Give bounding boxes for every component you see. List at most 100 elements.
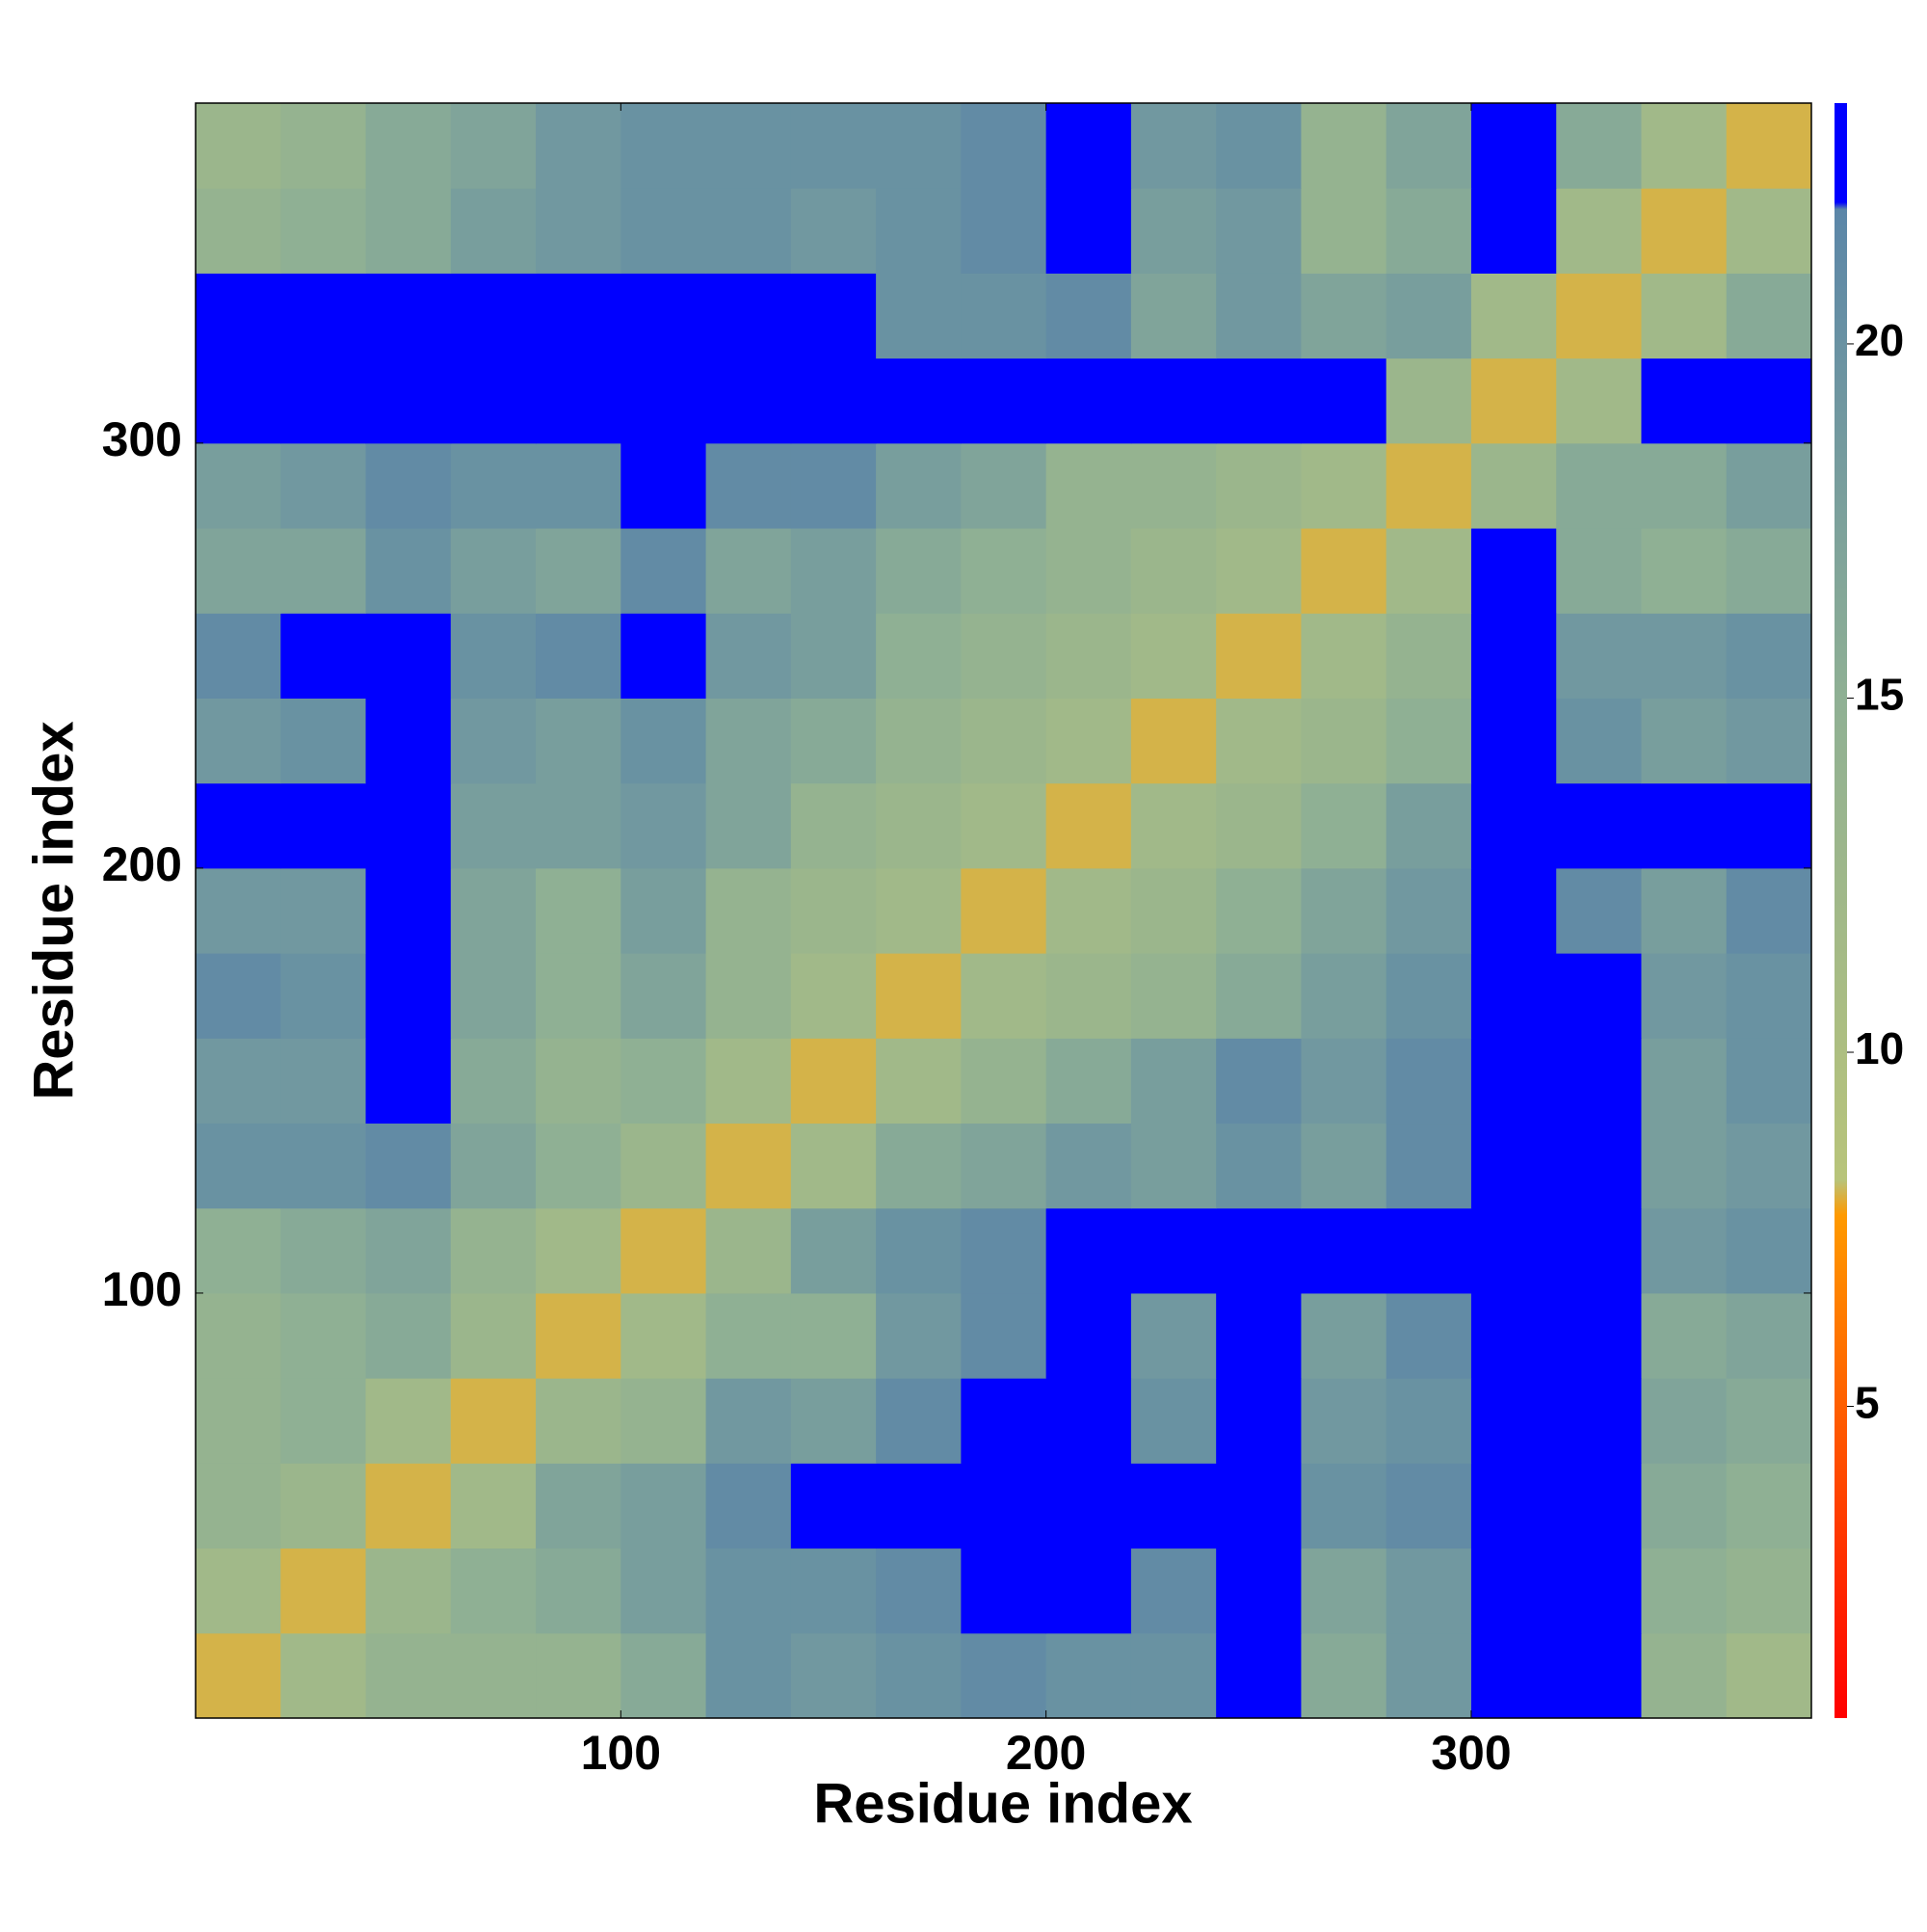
heatmap-cell [1470, 442, 1557, 529]
heatmap-cell [1301, 1378, 1387, 1464]
heatmap-cell [1726, 103, 1812, 189]
heatmap-cell [1301, 442, 1387, 529]
heatmap-cell [705, 442, 792, 529]
heatmap-cell [1386, 613, 1472, 699]
heatmap-cell [1726, 698, 1812, 784]
heatmap-cell [1556, 1123, 1642, 1209]
heatmap-cell [1556, 1632, 1642, 1719]
heatmap-cell [790, 953, 877, 1039]
heatmap-cell [1726, 1292, 1812, 1379]
heatmap-cell [790, 442, 877, 529]
heatmap-cell [876, 1207, 962, 1294]
heatmap-cell [790, 1207, 877, 1294]
y-tick-label: 200 [102, 837, 182, 891]
heatmap-cell [1470, 273, 1557, 359]
heatmap-cell [1301, 1207, 1387, 1294]
heatmap-cell [1130, 273, 1217, 359]
heatmap-cell [196, 698, 281, 784]
heatmap-cell [450, 1463, 537, 1549]
heatmap-cell [280, 613, 367, 699]
heatmap-cell [450, 1548, 537, 1634]
heatmap-cell [1301, 1292, 1387, 1379]
heatmap-cell [790, 1292, 877, 1379]
heatmap-cell [705, 1632, 792, 1719]
heatmap-cell [1045, 188, 1132, 274]
heatmap-cell [1301, 1463, 1387, 1549]
heatmap-cell [1556, 1378, 1642, 1464]
heatmap-cell [876, 1378, 962, 1464]
heatmap-cell [1045, 1292, 1132, 1379]
heatmap-cell [365, 782, 452, 869]
heatmap-cell [196, 1038, 281, 1125]
heatmap-cell [1216, 782, 1302, 869]
heatmap-cell [1130, 188, 1217, 274]
heatmap-cell [1301, 357, 1387, 444]
heatmap-cell [196, 867, 281, 954]
heatmap-cell [280, 1207, 367, 1294]
heatmap-cell [1470, 1292, 1557, 1379]
heatmap-cell [1130, 1207, 1217, 1294]
x-tick-label: 200 [1006, 1726, 1086, 1780]
heatmap-cell [280, 442, 367, 529]
heatmap-cell [1470, 953, 1557, 1039]
heatmap-cell [1130, 103, 1217, 189]
heatmap-cell [1386, 1292, 1472, 1379]
heatmap-cell [790, 528, 877, 614]
x-tick-label: 300 [1431, 1726, 1511, 1780]
heatmap-cell [961, 1548, 1047, 1634]
heatmap-cell [961, 698, 1047, 784]
heatmap-cell [1301, 867, 1387, 954]
heatmap-cell [196, 953, 281, 1039]
heatmap-cell [961, 1378, 1047, 1464]
heatmap-cell [1641, 442, 1728, 529]
heatmap-cell [536, 188, 621, 274]
heatmap-cell [536, 103, 621, 189]
heatmap-cell [1130, 442, 1217, 529]
heatmap-cell [536, 782, 621, 869]
heatmap-cell [620, 867, 707, 954]
heatmap-cell [536, 442, 621, 529]
heatmap-cell [1216, 1292, 1302, 1379]
heatmap-cell [1130, 528, 1217, 614]
heatmap-cell [1726, 613, 1812, 699]
heatmap-cell [1301, 273, 1387, 359]
heatmap-cell [1641, 273, 1728, 359]
heatmap-cell [1045, 1207, 1132, 1294]
heatmap-cell [1130, 357, 1217, 444]
heatmap-cell [961, 273, 1047, 359]
heatmap-cell [1641, 1632, 1728, 1719]
heatmap-cell [790, 188, 877, 274]
heatmap-cell [450, 103, 537, 189]
heatmap-cell [1556, 1548, 1642, 1634]
heatmap-cell [365, 442, 452, 529]
heatmap-cell [1641, 867, 1728, 954]
heatmap-cell [876, 782, 962, 869]
heatmap-cell [620, 1632, 707, 1719]
heatmap-cell [705, 188, 792, 274]
heatmap-cell [196, 442, 281, 529]
heatmap-cell [1386, 528, 1472, 614]
heatmap-cell [876, 442, 962, 529]
heatmap-cell [1386, 1123, 1472, 1209]
heatmap-cell [450, 867, 537, 954]
heatmap-cell [196, 782, 281, 869]
heatmap-cell [1726, 357, 1812, 444]
heatmap-cell [876, 357, 962, 444]
heatmap-cell [196, 1292, 281, 1379]
heatmap-cell [1130, 1632, 1217, 1719]
heatmap-cell [1130, 867, 1217, 954]
heatmap-cell [790, 782, 877, 869]
heatmap-cell [1045, 1463, 1132, 1549]
heatmap-cell [876, 528, 962, 614]
heatmap-cell [790, 613, 877, 699]
heatmap-cell [280, 867, 367, 954]
heatmap-cell [1641, 953, 1728, 1039]
heatmap-cell [450, 188, 537, 274]
heatmap-cell [196, 273, 281, 359]
heatmap-cell [280, 1038, 367, 1125]
heatmap-cell [1470, 103, 1557, 189]
heatmap-cell [536, 357, 621, 444]
heatmap-cell [1045, 698, 1132, 784]
heatmap-cell [1470, 357, 1557, 444]
